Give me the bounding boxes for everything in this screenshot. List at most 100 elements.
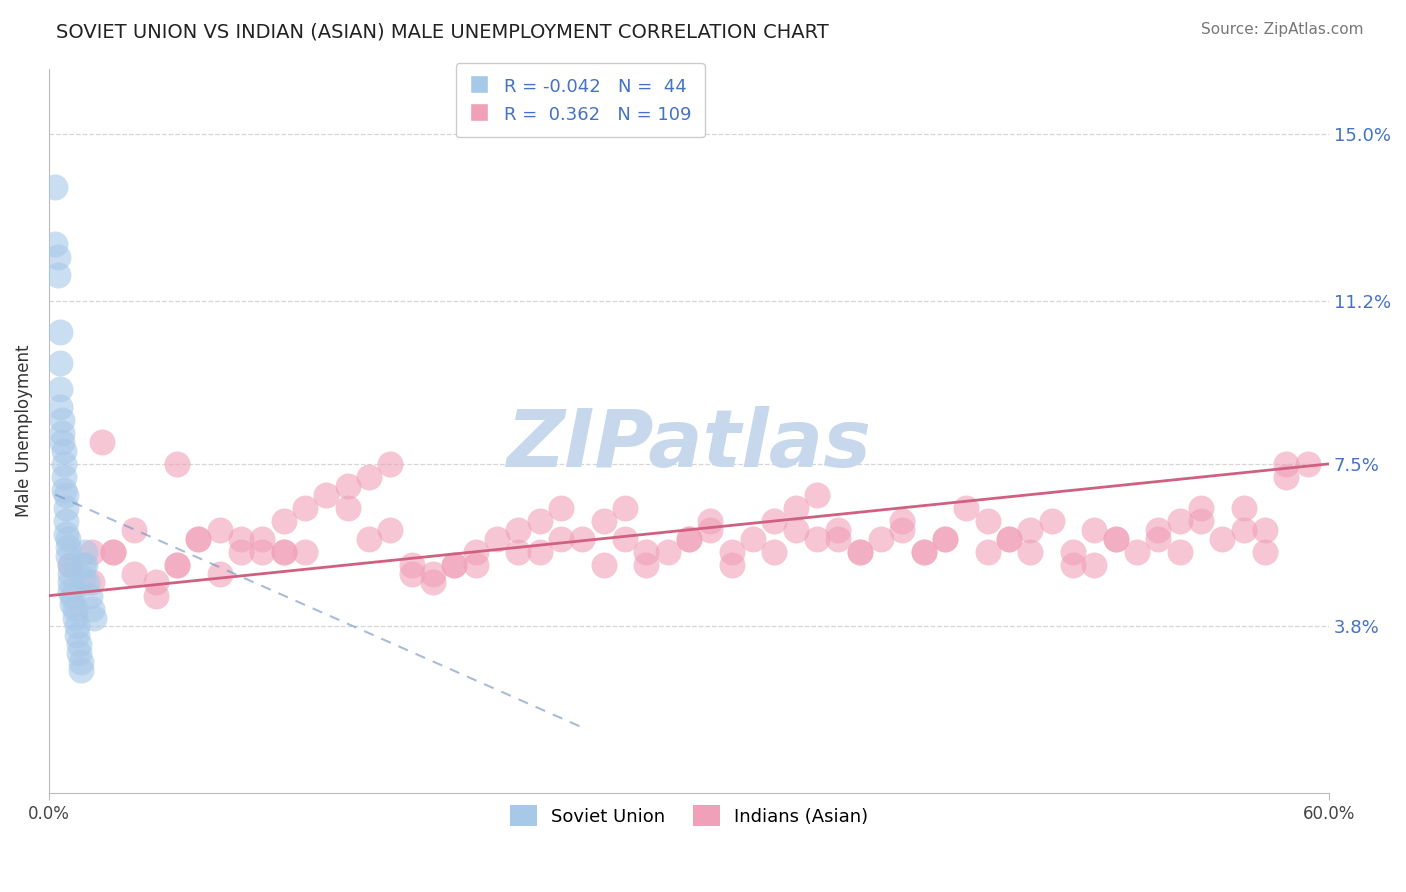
Point	[1275, 470, 1298, 484]
Point	[1254, 523, 1277, 537]
Point	[1233, 523, 1256, 537]
Point	[273, 545, 295, 559]
Point	[101, 545, 124, 559]
Point	[75, 558, 97, 572]
Point	[62, 598, 84, 612]
Text: Source: ZipAtlas.com: Source: ZipAtlas.com	[1201, 22, 1364, 37]
Point	[70, 664, 93, 678]
Point	[848, 545, 870, 559]
Point	[763, 514, 786, 528]
Point	[80, 575, 103, 590]
Point	[720, 545, 742, 559]
Point	[912, 545, 935, 559]
Point	[1233, 500, 1256, 515]
Point	[1019, 545, 1042, 559]
Point	[208, 566, 231, 581]
Point	[1126, 545, 1149, 559]
Point	[891, 523, 914, 537]
Point	[62, 589, 84, 603]
Point	[294, 545, 316, 559]
Point	[485, 532, 508, 546]
Point	[976, 545, 998, 559]
Point	[422, 566, 444, 581]
Point	[1147, 523, 1170, 537]
Point	[827, 523, 849, 537]
Point	[508, 545, 530, 559]
Point	[678, 532, 700, 546]
Point	[336, 479, 359, 493]
Point	[80, 602, 103, 616]
Point	[48, 382, 70, 396]
Point	[742, 532, 765, 546]
Point	[891, 514, 914, 528]
Point	[443, 558, 465, 572]
Point	[52, 483, 75, 498]
Point	[508, 523, 530, 537]
Point	[806, 532, 828, 546]
Point	[166, 558, 188, 572]
Point	[1062, 545, 1084, 559]
Point	[464, 558, 486, 572]
Point	[357, 532, 380, 546]
Point	[720, 558, 742, 572]
Point	[1168, 545, 1191, 559]
Point	[166, 558, 188, 572]
Point	[59, 558, 82, 572]
Point	[401, 566, 423, 581]
Point	[208, 523, 231, 537]
Point	[66, 619, 89, 633]
Text: ZIPatlas: ZIPatlas	[506, 407, 872, 484]
Point	[46, 268, 69, 282]
Point	[51, 426, 73, 441]
Point	[636, 545, 658, 559]
Point	[48, 356, 70, 370]
Point	[80, 545, 103, 559]
Point	[401, 558, 423, 572]
Point	[529, 514, 551, 528]
Point	[145, 589, 167, 603]
Point	[998, 532, 1021, 546]
Point	[55, 527, 77, 541]
Point	[380, 523, 402, 537]
Point	[67, 637, 90, 651]
Point	[187, 532, 209, 546]
Point	[229, 545, 252, 559]
Point	[1019, 523, 1042, 537]
Point	[56, 541, 79, 555]
Point	[79, 589, 101, 603]
Point	[66, 628, 89, 642]
Y-axis label: Male Unemployment: Male Unemployment	[15, 344, 32, 517]
Point	[252, 545, 274, 559]
Point	[336, 500, 359, 515]
Point	[67, 646, 90, 660]
Point	[1147, 532, 1170, 546]
Point	[1040, 514, 1063, 528]
Point	[934, 532, 956, 546]
Point	[72, 558, 94, 572]
Point	[529, 545, 551, 559]
Point	[76, 575, 98, 590]
Point	[1275, 457, 1298, 471]
Point	[166, 457, 188, 471]
Point	[63, 602, 86, 616]
Point	[912, 545, 935, 559]
Point	[785, 523, 807, 537]
Point	[1083, 523, 1105, 537]
Point	[1062, 558, 1084, 572]
Point	[1105, 532, 1128, 546]
Point	[550, 500, 572, 515]
Point	[763, 545, 786, 559]
Text: SOVIET UNION VS INDIAN (ASIAN) MALE UNEMPLOYMENT CORRELATION CHART: SOVIET UNION VS INDIAN (ASIAN) MALE UNEM…	[56, 22, 830, 41]
Point	[1189, 514, 1212, 528]
Point	[571, 532, 593, 546]
Point	[422, 575, 444, 590]
Point	[55, 514, 77, 528]
Point	[55, 500, 77, 515]
Point	[848, 545, 870, 559]
Point	[464, 545, 486, 559]
Point	[91, 434, 114, 449]
Point	[1168, 514, 1191, 528]
Point	[380, 457, 402, 471]
Point	[1254, 545, 1277, 559]
Legend: Soviet Union, Indians (Asian): Soviet Union, Indians (Asian)	[501, 797, 877, 835]
